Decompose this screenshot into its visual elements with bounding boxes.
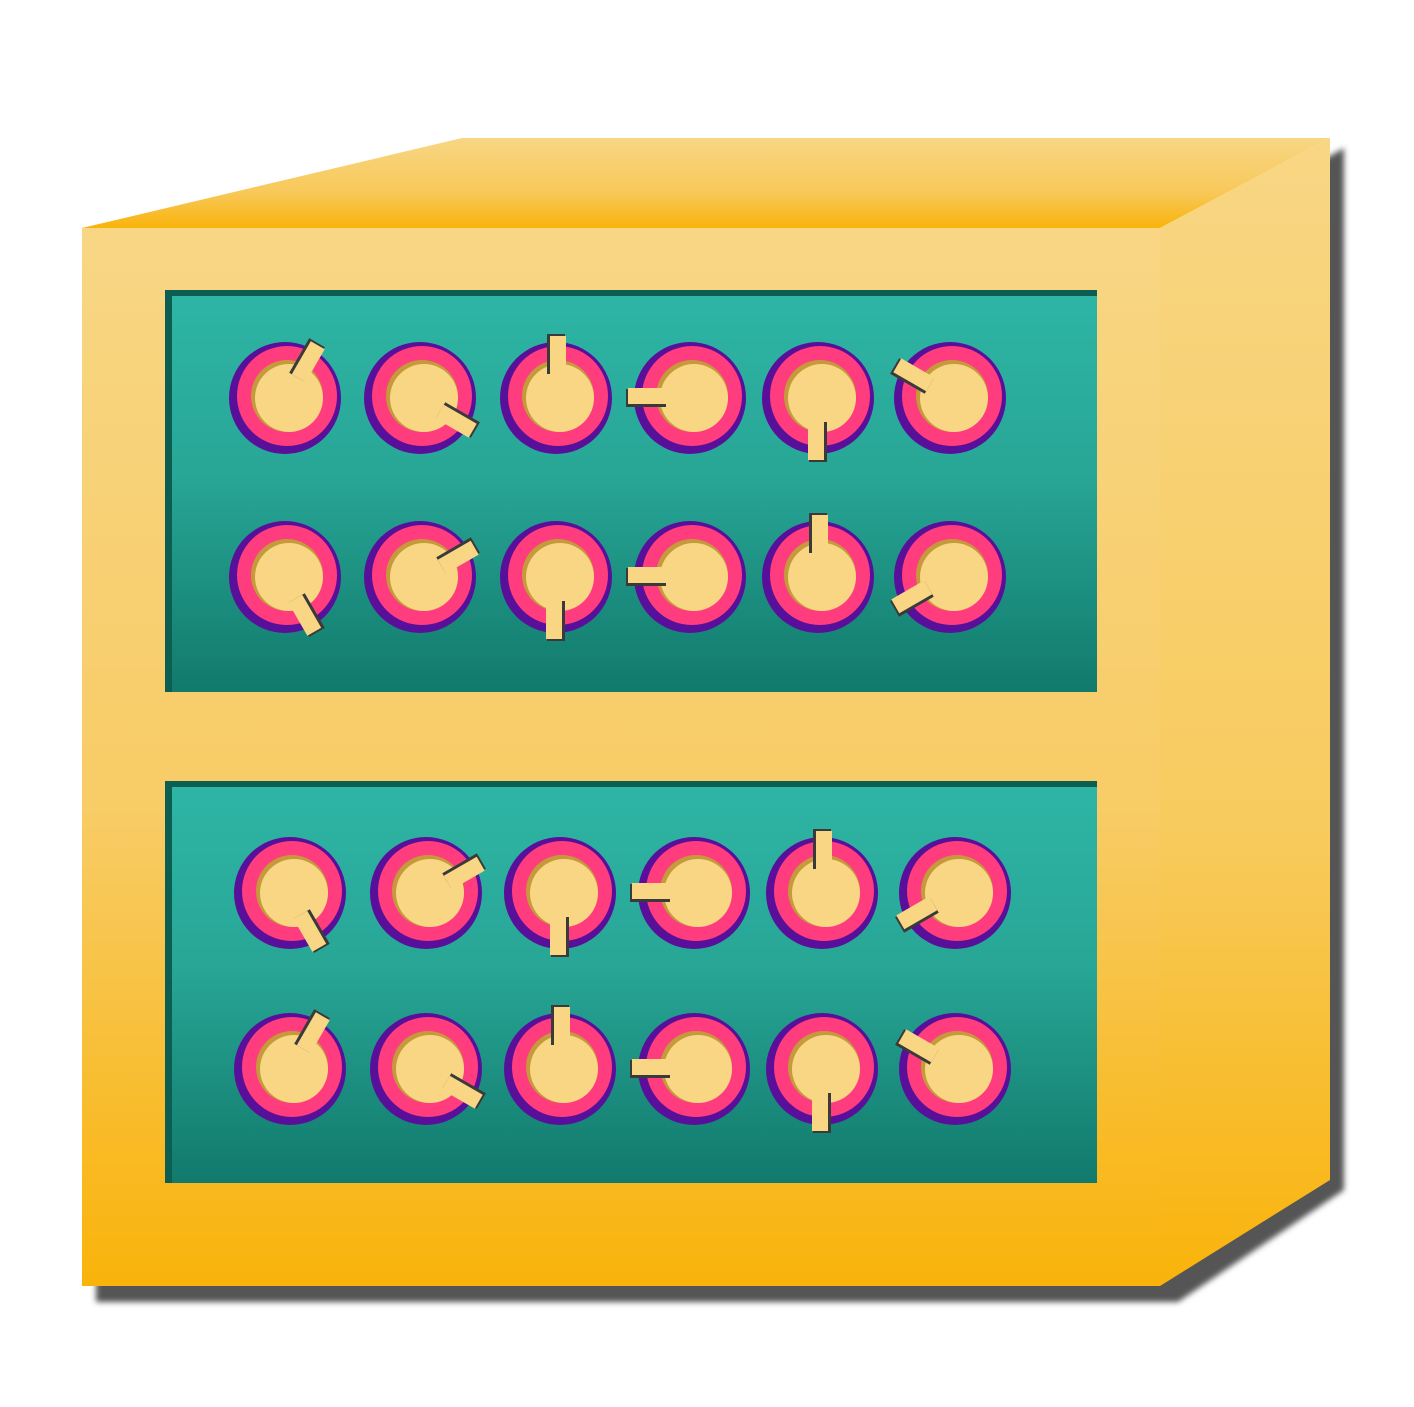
knob[interactable] bbox=[762, 513, 874, 633]
knob-pointer bbox=[293, 909, 330, 953]
knob[interactable] bbox=[626, 342, 746, 454]
knob-face bbox=[526, 543, 594, 611]
knob-face bbox=[664, 859, 732, 927]
knob-pointer bbox=[626, 388, 666, 407]
knob-pointer bbox=[890, 358, 935, 394]
knob-face bbox=[526, 364, 594, 432]
cabinet-side-face bbox=[1160, 138, 1330, 1286]
knob-face bbox=[788, 543, 856, 611]
knob-pointer bbox=[890, 580, 934, 617]
knob-face bbox=[925, 1035, 993, 1103]
knob[interactable] bbox=[766, 1013, 878, 1133]
knob-face bbox=[920, 364, 988, 432]
knob[interactable] bbox=[762, 342, 874, 462]
knob-pointer bbox=[546, 601, 565, 641]
knob-face bbox=[660, 543, 728, 611]
knob[interactable] bbox=[630, 837, 750, 949]
knob-face bbox=[792, 859, 860, 927]
knob-pointer bbox=[808, 422, 827, 462]
knob-pointer bbox=[551, 1005, 570, 1045]
knob-pointer bbox=[442, 853, 486, 890]
knob-face bbox=[530, 859, 598, 927]
knob-pointer bbox=[630, 1059, 670, 1078]
knob-face bbox=[255, 543, 323, 611]
knob-pointer bbox=[294, 1009, 330, 1054]
knob[interactable] bbox=[895, 837, 1011, 949]
knob[interactable] bbox=[630, 1013, 750, 1125]
knob-pointer bbox=[812, 1093, 831, 1133]
knob[interactable] bbox=[229, 338, 341, 454]
knob-pointer bbox=[436, 537, 480, 574]
knob-pointer bbox=[813, 829, 832, 869]
knob[interactable] bbox=[364, 521, 480, 633]
knob[interactable] bbox=[229, 521, 341, 637]
knob[interactable] bbox=[890, 521, 1006, 633]
knob-face bbox=[260, 1035, 328, 1103]
knob-pointer bbox=[288, 593, 325, 637]
knob-face bbox=[920, 543, 988, 611]
knob[interactable] bbox=[370, 837, 486, 949]
knob-face bbox=[664, 1035, 732, 1103]
knob[interactable] bbox=[766, 829, 878, 949]
knob-pointer bbox=[630, 883, 670, 902]
knob-pointer bbox=[547, 334, 566, 374]
knob[interactable] bbox=[500, 521, 612, 641]
knob-face bbox=[530, 1035, 598, 1103]
knob-face bbox=[925, 859, 993, 927]
knob[interactable] bbox=[504, 1005, 616, 1125]
knob[interactable] bbox=[370, 1013, 486, 1125]
knob-pointer bbox=[626, 567, 666, 586]
knob-pointer bbox=[435, 402, 480, 438]
knob[interactable] bbox=[364, 342, 480, 454]
knob-pointer bbox=[809, 513, 828, 553]
knob[interactable] bbox=[504, 837, 616, 957]
knob[interactable] bbox=[234, 1009, 346, 1125]
cabinet-top-face bbox=[82, 138, 1330, 228]
knob-face bbox=[260, 859, 328, 927]
knob-face bbox=[792, 1035, 860, 1103]
knob[interactable] bbox=[890, 342, 1006, 454]
knob-face bbox=[660, 364, 728, 432]
knob[interactable] bbox=[234, 837, 346, 953]
knob-face bbox=[788, 364, 856, 432]
knob-pointer bbox=[550, 917, 569, 957]
knob-pointer bbox=[441, 1073, 486, 1109]
knob[interactable] bbox=[626, 521, 746, 633]
knob-grid bbox=[229, 334, 1011, 1133]
knob-pointer bbox=[289, 338, 325, 383]
knob-pointer bbox=[895, 1029, 940, 1065]
knob-pointer bbox=[895, 896, 939, 933]
knob[interactable] bbox=[500, 334, 612, 454]
knob[interactable] bbox=[895, 1013, 1011, 1125]
knob-face bbox=[255, 364, 323, 432]
